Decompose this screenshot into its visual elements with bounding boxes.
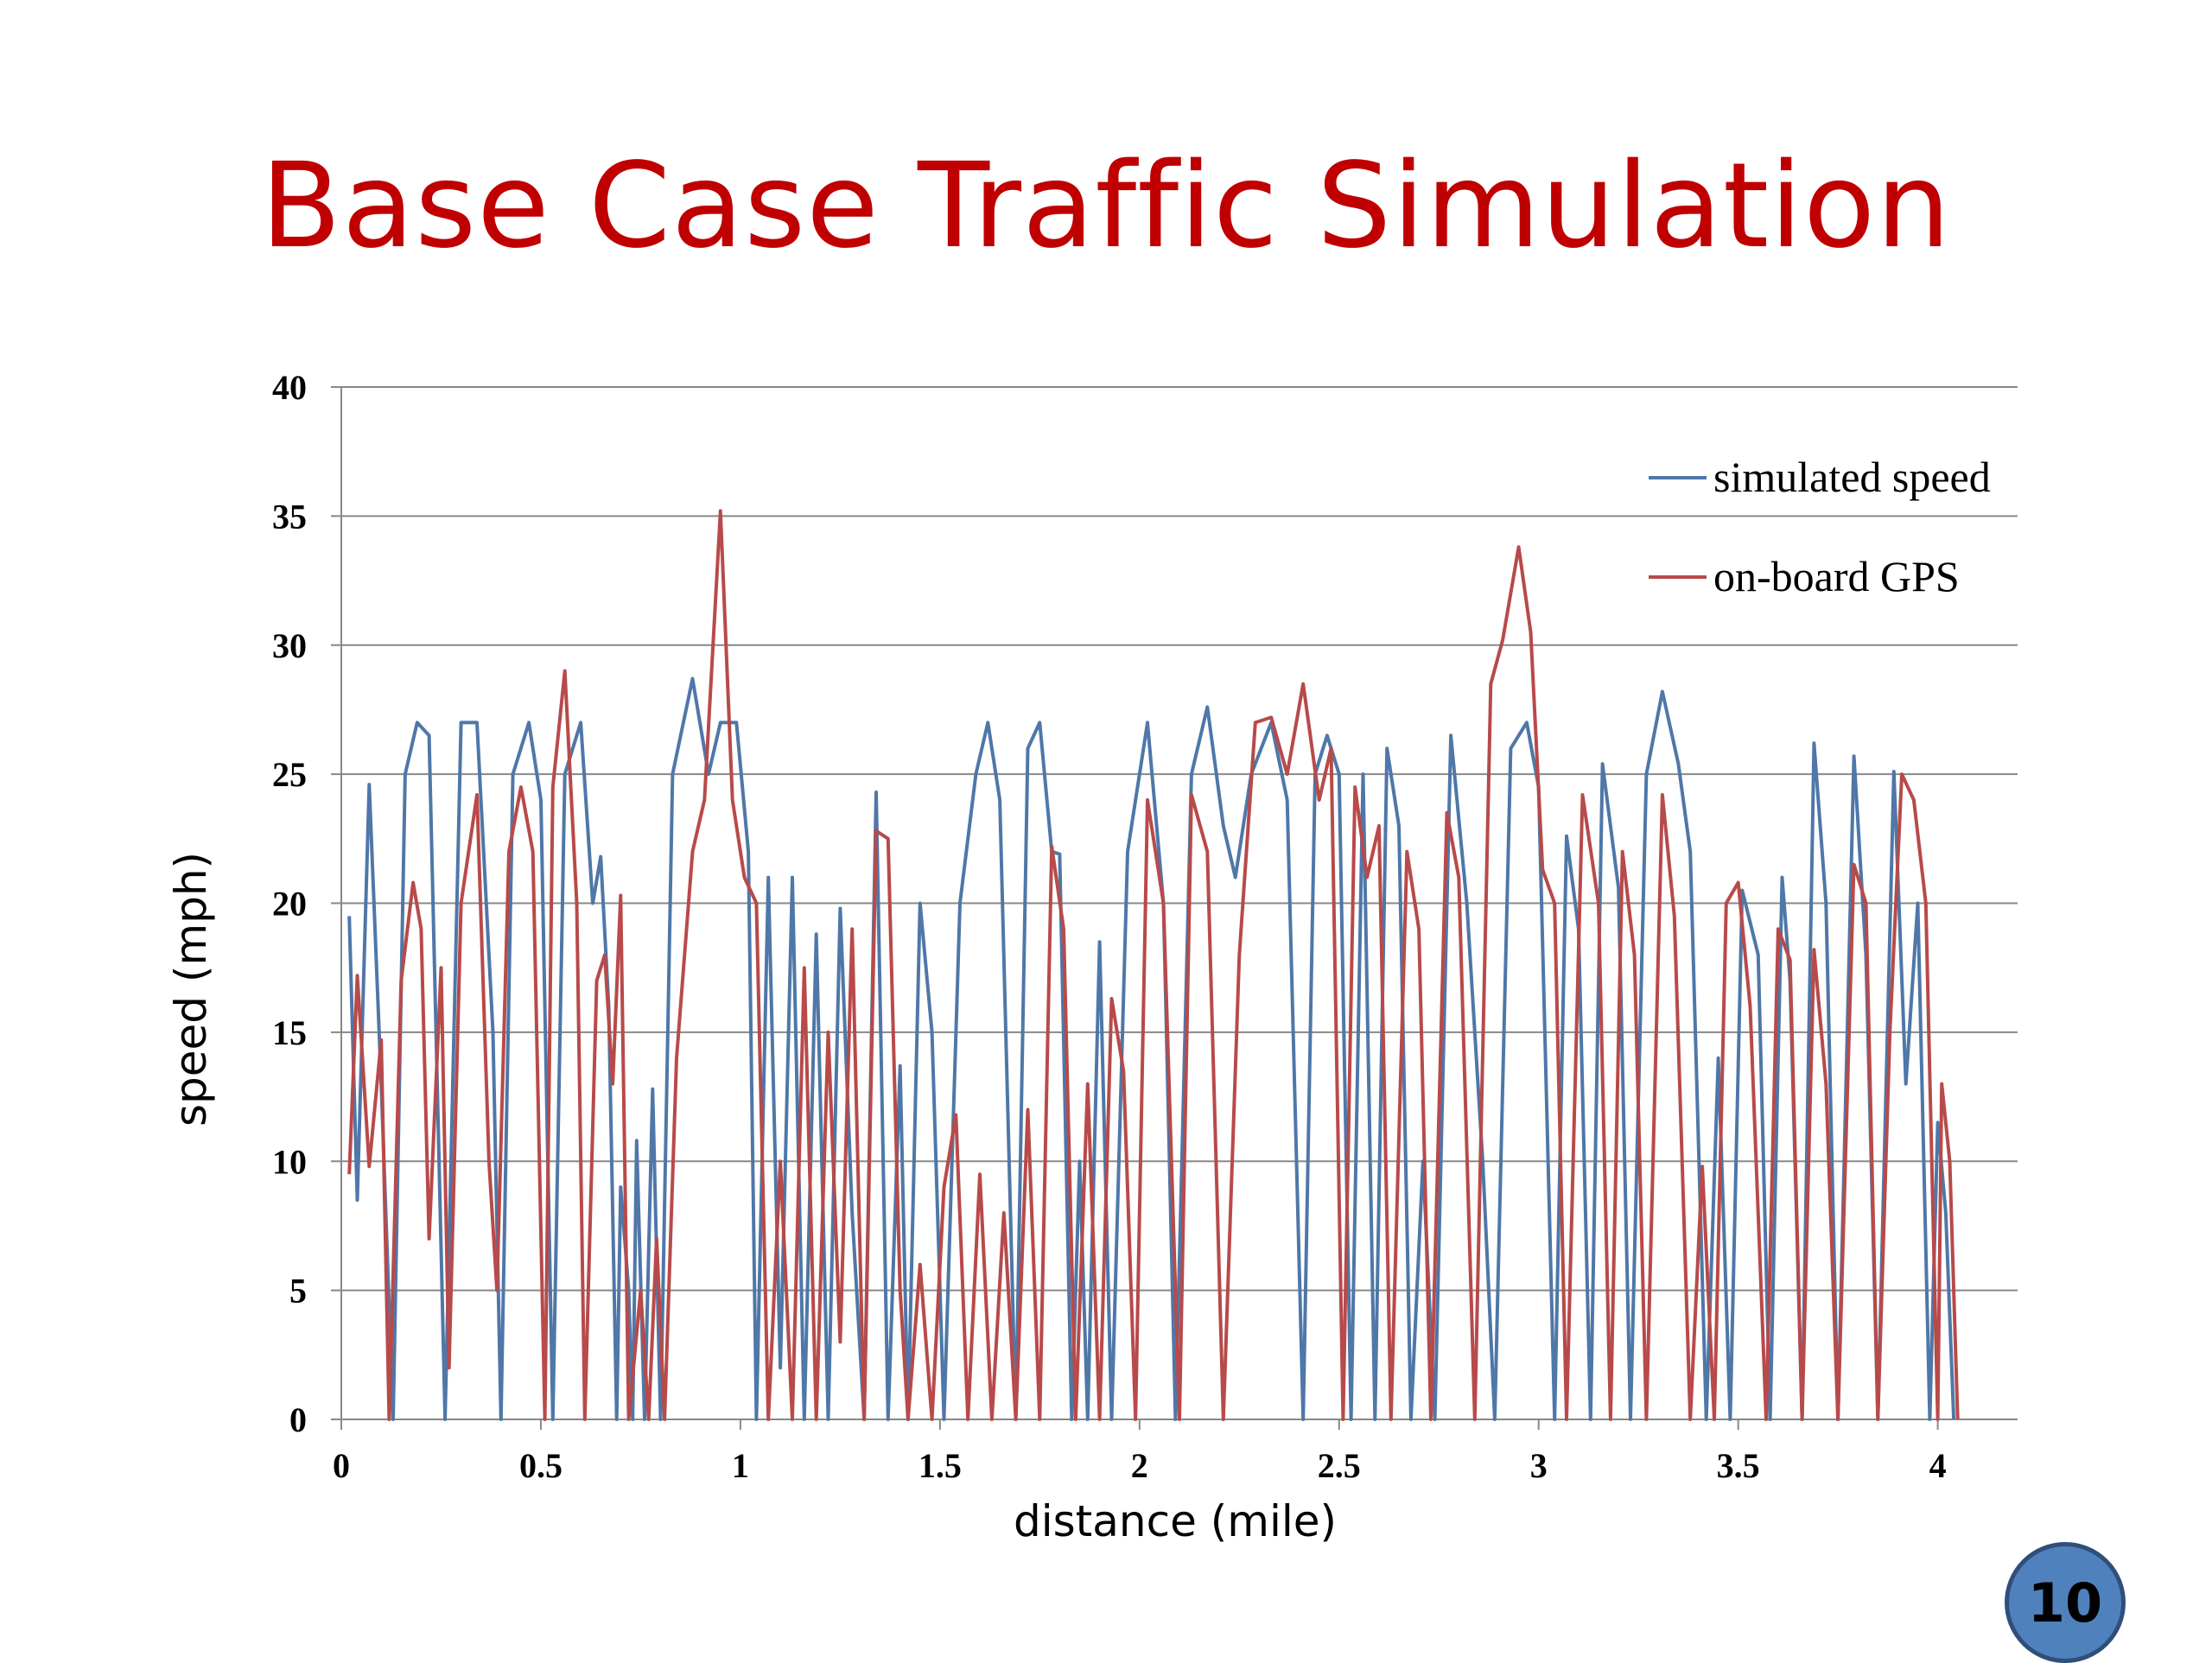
y-tick-label: 10 xyxy=(272,1142,307,1181)
x-tick-label: 0 xyxy=(333,1446,350,1485)
y-tick-label: 40 xyxy=(272,368,307,407)
x-tick-label: 4 xyxy=(1929,1446,1947,1485)
y-tick-label: 5 xyxy=(289,1272,307,1311)
page-number-badge: 10 xyxy=(2005,1542,2126,1663)
y-tick-label: 0 xyxy=(289,1400,307,1439)
series-layer xyxy=(347,509,1960,1421)
series-line-on-board-gps xyxy=(347,509,1960,1421)
legend-label: on-board GPS xyxy=(1713,552,1960,600)
x-axis-ticks: 0 0.5 1 1.5 2 2.5 3 3.5 4 xyxy=(333,1419,1947,1485)
legend-label: simulated speed xyxy=(1713,453,1991,501)
y-tick-label: 25 xyxy=(272,755,307,794)
x-tick-label: 2.5 xyxy=(1318,1446,1361,1485)
y-tick-label: 35 xyxy=(272,497,307,536)
x-tick-label: 3.5 xyxy=(1717,1446,1760,1485)
y-tick-label: 20 xyxy=(272,885,307,924)
y-tick-label: 15 xyxy=(272,1013,307,1052)
x-tick-label: 2 xyxy=(1131,1446,1148,1485)
y-axis-label: speed (mph) xyxy=(166,852,216,1127)
x-tick-label: 1.5 xyxy=(918,1446,962,1485)
series-line-simulated-speed xyxy=(347,676,1956,1421)
x-tick-label: 0.5 xyxy=(519,1446,563,1485)
x-tick-label: 3 xyxy=(1530,1446,1548,1485)
x-axis-label: distance (mile) xyxy=(1014,1496,1337,1546)
slide-title: Base Case Traffic Simulation xyxy=(260,138,1952,275)
legend: simulated speed on-board GPS xyxy=(1649,453,1991,600)
y-tick-label: 30 xyxy=(272,626,307,665)
y-axis-ticks: 0 5 10 15 20 25 30 35 40 xyxy=(272,368,307,1439)
x-tick-label: 1 xyxy=(732,1446,749,1485)
